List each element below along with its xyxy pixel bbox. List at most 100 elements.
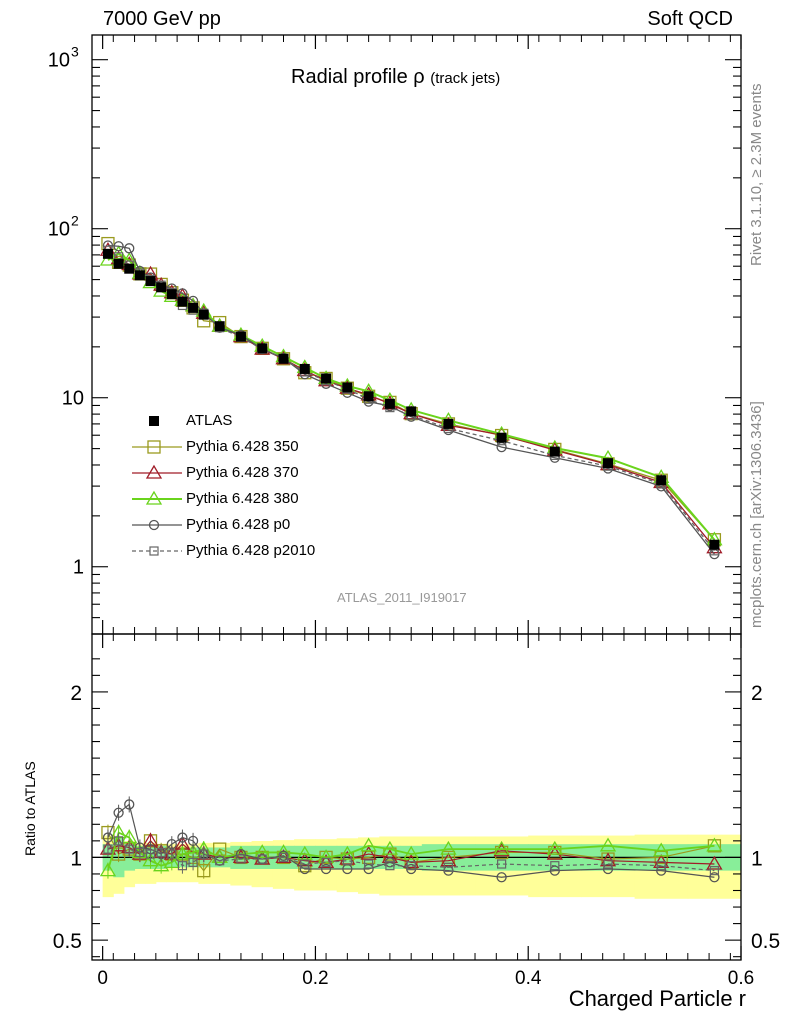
ratio-series-point [656,865,667,876]
ratio-series-point [177,861,188,871]
y-tick-label: 10 [48,219,70,241]
series-line [107,249,715,552]
ratio-series-point [603,859,613,869]
legend-marker [145,464,163,479]
data-point [113,258,124,269]
data-point [235,331,246,342]
ratio-series-point [706,837,723,852]
ratio-series-point [163,854,180,869]
legend-label: ATLAS [186,412,233,429]
x-tick-label: 0.2 [302,968,328,989]
ratio-series-point [653,842,670,857]
data-point [321,373,332,384]
data-point [177,296,188,307]
ratio-series-point [257,854,267,864]
series-point [113,241,124,252]
energy-label: 7000 GeV pp [103,8,221,30]
legend-marker [149,546,159,556]
ratio-series-point [113,836,124,846]
ratio-series-line [107,839,715,865]
ratio-series-point [440,840,457,855]
ratio-y-tick-label: 1 [70,847,82,870]
ratio-series-point [317,849,335,864]
ratio-series-point [709,872,720,883]
ratio-series-point [406,861,416,871]
legend-marker [149,416,159,426]
ratio-series-point [177,832,188,843]
x-axis-label: Charged Particle r [568,986,746,1011]
data-point [496,432,507,443]
ratio-series-point [360,837,377,852]
mcplots-label: mcplots.cern.ch [arXiv:1306.3436] [748,401,765,628]
ratio-y-tick-label: 0.5 [53,930,82,953]
data-point [406,406,417,417]
ratio-series-point [599,837,617,852]
data-point [188,302,199,313]
plot-title-sub: (track jets) [430,70,501,87]
ratio-series-point [278,852,289,863]
data-point [342,382,353,393]
data-point [549,446,560,457]
ratio-series-point [321,857,331,867]
ratio-plot-series [92,796,741,883]
x-tick-label: 0.6 [728,968,754,989]
data-point [656,475,667,486]
ratio-series-point [706,855,723,870]
ratio-series-point [167,849,177,859]
x-tick-label: 0 [97,968,108,989]
y-tick-label: 10 [62,388,84,410]
data-point [443,418,454,429]
ratio-series-point [124,799,135,810]
ratio-series-point [363,863,374,875]
ratio-series-point [142,852,159,867]
ratio-series-point [113,807,124,818]
ratio-series-point [339,845,356,860]
ratio-y-tick-label-right: 2 [751,682,763,705]
ratio-y-tick-label-right: 1 [751,847,763,870]
plot-title-main: Radial profile ρ [291,66,425,88]
legend-swatch [149,416,159,426]
ratio-series-point [300,859,310,869]
legend-marker [148,519,160,531]
ratio-series-point [381,840,399,855]
y-tick-exponent: 3 [71,44,79,60]
ratio-series-point [99,862,117,877]
ratio-y-tick-label: 2 [70,682,82,705]
data-point [257,343,268,354]
x-tick-label: 0.4 [515,968,542,989]
ratio-series-point [497,859,507,869]
data-point [214,321,225,332]
ratio-series-point [213,842,227,856]
legend-label: Pythia 6.428 380 [186,490,299,507]
ratio-series-point [403,845,420,860]
plot-title: Radial profile ρ (track jets) [291,66,500,89]
legend-swatch [132,440,182,454]
ratio-series-point [254,844,271,859]
ratio-series-line [107,840,715,872]
legend-marker [147,440,161,454]
ratio-series-point [188,857,198,867]
category-label: Soft QCD [647,8,733,30]
data-point [384,398,395,409]
ratio-series-point [299,863,310,875]
data-point [145,276,156,287]
series-point [124,243,135,254]
legend-swatch [132,490,182,505]
data-point [198,309,209,320]
ratio-series-point [496,872,507,883]
data-point [156,282,167,293]
legend-label: Pythia 6.428 p0 [186,516,291,533]
ratio-series-point [656,861,666,871]
ratio-series-point [124,844,134,854]
ratio-series-point [342,856,352,866]
ratio-series-point [145,849,156,859]
data-point [709,539,720,550]
legend-swatch [132,519,182,531]
data-point [299,363,310,374]
ratio-series-point [296,845,313,860]
data-point [102,248,113,259]
ratio-series-point [709,866,720,876]
ratio-series-point [187,835,199,847]
ratio-series-point [153,857,170,872]
